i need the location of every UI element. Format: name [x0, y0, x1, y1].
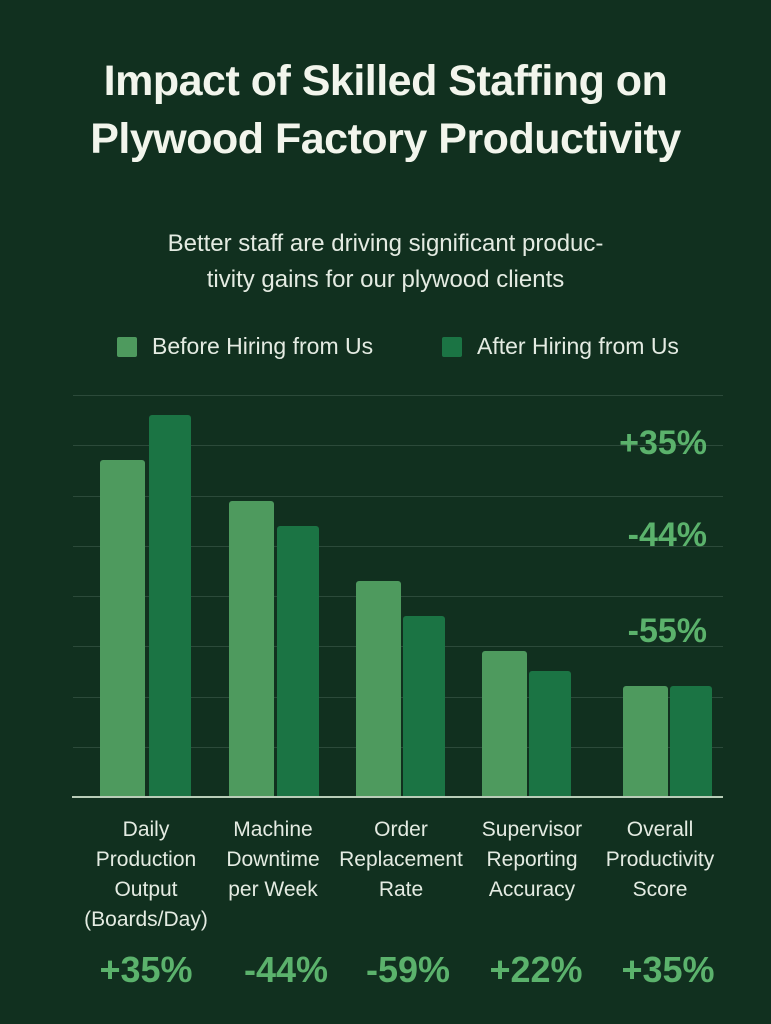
- chart-subtitle: Better staff are driving significant pro…: [0, 226, 771, 298]
- bar-before: [356, 580, 401, 797]
- bar-after: [277, 525, 319, 797]
- bar-before: [482, 651, 527, 797]
- chart-title: Impact of Skilled Staffing on Plywood Fa…: [0, 52, 771, 168]
- bar-after: [403, 616, 445, 797]
- bar-before: [229, 500, 274, 797]
- change-value: +22%: [489, 949, 583, 990]
- bar-after: [670, 686, 712, 797]
- legend-item-after: After Hiring from Us: [442, 333, 679, 360]
- change-value: +35%: [621, 949, 715, 990]
- change-value: -44%: [243, 949, 329, 990]
- subtitle-line-2: tivity gains for our plywood clients: [206, 266, 565, 293]
- category-label: Order Replacement Rate: [339, 818, 463, 901]
- title-line-2: Plywood Factory Productivity: [90, 115, 681, 163]
- category-label: Overall Productivity Score: [605, 818, 715, 901]
- bar-after: [149, 415, 191, 797]
- x-axis-baseline: [72, 796, 723, 798]
- legend-item-before: Before Hiring from Us: [117, 333, 373, 360]
- gridline: [73, 495, 723, 497]
- legend-swatch-after: [442, 336, 462, 357]
- bar-before: [100, 460, 145, 797]
- legend-swatch-before: [117, 336, 137, 357]
- legend-label-before: Before Hiring from Us: [152, 333, 374, 359]
- category-label: Daily Production Output (Boards/Day): [84, 818, 208, 931]
- bar-before: [623, 686, 668, 797]
- side-annotation: -44%: [627, 516, 707, 554]
- side-annotation: -55%: [627, 612, 707, 650]
- legend-label-after: After Hiring from Us: [477, 333, 679, 359]
- change-value: -59%: [365, 949, 451, 990]
- category-label: Supervisor Reporting Accuracy: [481, 818, 583, 901]
- legend: Before Hiring from Us After Hiring from …: [117, 333, 731, 363]
- gridline: [73, 545, 723, 547]
- category-label: Machine Downtime per Week: [226, 818, 320, 901]
- change-value: +35%: [99, 949, 193, 990]
- title-line-1: Impact of Skilled Staffing on: [103, 57, 668, 105]
- gridline: [73, 445, 723, 447]
- subtitle-line-1: Better staff are driving significant pro…: [167, 230, 604, 257]
- bar-after: [529, 671, 571, 797]
- side-annotation: +35%: [619, 424, 707, 462]
- gridline: [73, 395, 723, 396]
